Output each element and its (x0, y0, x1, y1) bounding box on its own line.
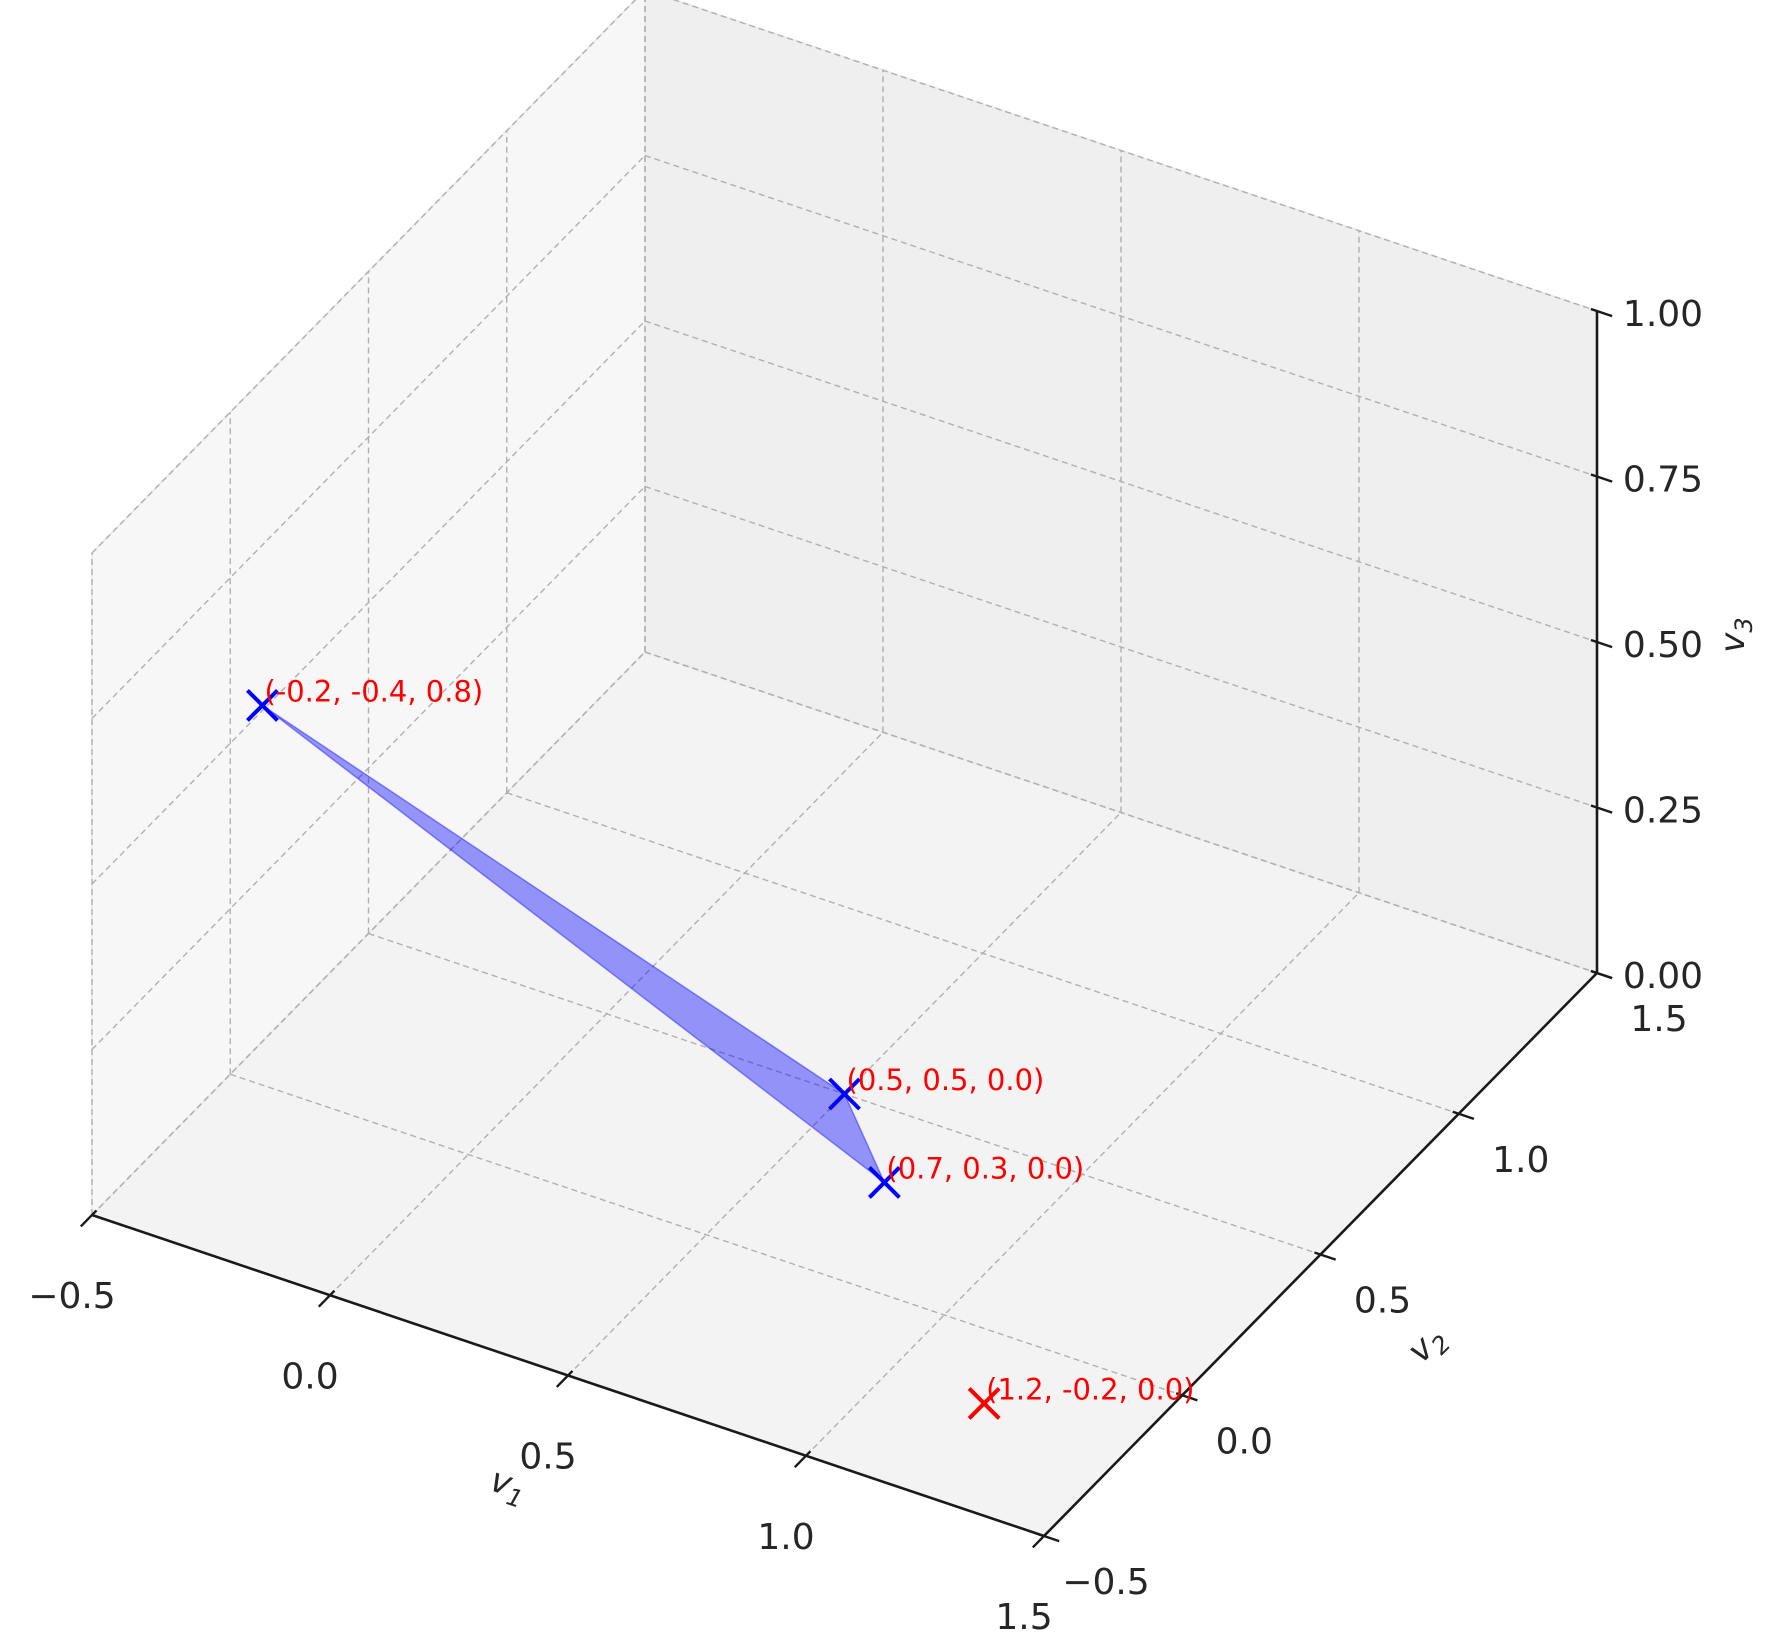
marker-stroke (828, 1077, 861, 1111)
grid-line-z-left (91, 0, 637, 554)
x-axis-tick (1031, 1530, 1050, 1549)
z-axis-tick-label: 1.00 (1623, 294, 1703, 335)
point-marker-1 (246, 688, 279, 722)
x-axis-tick-label: −0.5 (28, 1276, 115, 1317)
z-axis-tick (1590, 638, 1613, 649)
x-axis-tick-label: 0.0 (281, 1356, 338, 1397)
point-label-4: (1.2, -0.2, 0.0) (986, 1372, 1194, 1406)
z-axis-tick-label: 0.25 (1623, 791, 1703, 832)
z-axis-label: v3 (1713, 617, 1758, 652)
x-axis-tick-label: 1.0 (757, 1517, 814, 1558)
marker-stroke (246, 688, 279, 722)
y-axis-tick-label: −0.5 (1062, 1562, 1149, 1603)
point-label-1: (-0.2, -0.4, 0.8) (264, 674, 483, 708)
grid-line-z-left (91, 651, 646, 1216)
z-axis-tick-label: 0.50 (1623, 625, 1703, 666)
grid-line-z-left (91, 486, 646, 1050)
z-axis-tick (1590, 307, 1613, 318)
x-axis-tick (555, 1370, 574, 1388)
plot-data: (-0.2, -0.4, 0.8) (0.5, 0.5, 0.0) (0.7, 0.… (246, 674, 1194, 1420)
x-axis-tick (793, 1450, 812, 1469)
y-axis-label: v2 (1400, 1318, 1457, 1375)
z-axis-tick-label: 0.75 (1623, 460, 1703, 501)
x-axis-tick-label: 0.5 (519, 1437, 576, 1478)
z-axis-tick-label: 0.00 (1623, 956, 1703, 997)
y-axis-tick-label: 0.0 (1216, 1421, 1273, 1462)
grid-line-z-back (644, 485, 1598, 809)
grid-line-z-back (644, 651, 1598, 974)
grid-line-y-floor (230, 1073, 1183, 1396)
x-axis-tick (79, 1209, 98, 1228)
grid-line-z-back (644, 320, 1598, 643)
marker-stroke (867, 1165, 901, 1199)
grid-line-z-left (91, 155, 646, 719)
y-axis-tick (1452, 1110, 1475, 1120)
point-marker-3 (867, 1165, 901, 1199)
grid-line-z-back (672, 0, 1598, 312)
point-marker-4 (967, 1386, 1001, 1420)
x-axis-tick-label: 1.5 (995, 1597, 1052, 1638)
point-label-2: (0.5, 0.5, 0.0) (847, 1063, 1045, 1097)
y-axis-tick (1037, 1532, 1060, 1543)
y-axis-tick-label: 1.5 (1630, 999, 1687, 1040)
point-marker-2 (828, 1077, 861, 1111)
y-axis-tick-label: 1.0 (1492, 1140, 1549, 1181)
y-axis-tick-label: 0.5 (1354, 1281, 1411, 1322)
point-label-3: (0.7, 0.3, 0.0) (886, 1151, 1084, 1185)
filled-triangle (261, 704, 886, 1183)
tick-labels: −0.50.00.51.01.5−0.50.00.51.01.50.000.25… (28, 294, 1703, 1638)
z-axis-tick (1590, 969, 1613, 980)
grid-line-z-left (91, 320, 646, 885)
z-axis-tick (1590, 804, 1613, 814)
z-axis-tick (1590, 473, 1613, 483)
grid-line-z-back (644, 154, 1598, 478)
x-axis-tick (317, 1289, 336, 1308)
y-axis-tick (1175, 1392, 1198, 1402)
marker-stroke (967, 1386, 1001, 1420)
y-axis-tick (1314, 1251, 1337, 1261)
grid-line-y-floor (506, 792, 1459, 1115)
tick-marks (79, 307, 1613, 1549)
